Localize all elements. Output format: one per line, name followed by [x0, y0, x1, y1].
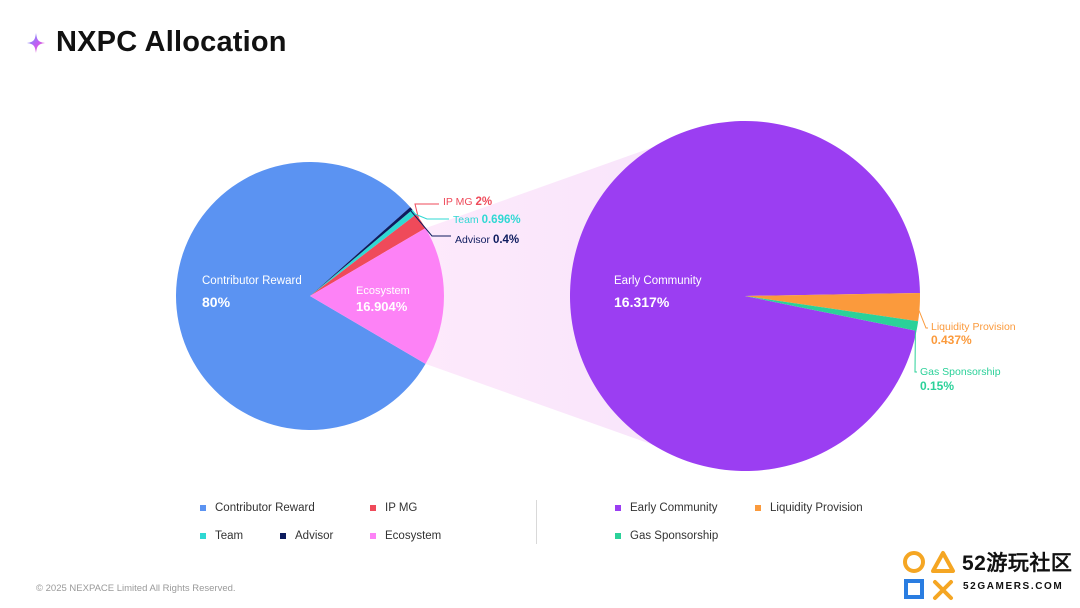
slice-value-early-community: 16.317%	[614, 294, 670, 310]
slice-label-early-community: Early Community	[614, 275, 702, 287]
legend-swatch	[370, 533, 376, 539]
legend-label: Ecosystem	[385, 530, 442, 542]
legend-swatch	[200, 533, 206, 539]
callout-value-gas-sponsorship: 0.15%	[920, 379, 954, 393]
pie-slice-contributor-reward	[175, 161, 426, 430]
callout-value-liquidity-provision: 0.437%	[931, 333, 972, 347]
slice-label-ecosystem: Ecosystem	[356, 285, 410, 297]
legend-label: Contributor Reward	[215, 502, 315, 514]
page-title: NXPC Allocation	[56, 26, 287, 58]
callout-value-team: 0.696%	[482, 214, 521, 226]
slice-value-ecosystem: 16.904%	[356, 299, 408, 314]
callout-label-liquidity-provision: Liquidity Provision	[931, 321, 1016, 333]
callout-label-team: Team	[453, 214, 482, 226]
pie-slice-ip-mg	[310, 214, 426, 296]
pie-slice-early-community	[569, 121, 920, 472]
leader-line-advisor	[409, 209, 451, 237]
legend-label: Gas Sponsorship	[630, 530, 719, 542]
pie-chart-allocation	[175, 161, 444, 430]
leader-line-gas-sponsorship	[914, 325, 917, 373]
legend-swatch	[370, 505, 376, 511]
leader-line-liquidity-provision	[917, 306, 928, 329]
pie-slice-ecosystem	[310, 228, 444, 364]
watermark-brand: 52游玩社区	[962, 552, 1073, 575]
pie-slice-gas-sponsorship	[745, 296, 919, 331]
pie-chart-ecosystem-breakdown	[569, 121, 920, 472]
pie-slice-advisor	[310, 207, 413, 296]
callout-value-advisor: 0.4%	[493, 234, 519, 246]
legend-swatch	[200, 505, 206, 511]
callout-label-advisor: Advisor	[455, 234, 493, 246]
callout-value-ip-mg: 2%	[475, 196, 492, 208]
sparkle-icon	[27, 32, 45, 53]
pie-slice-liquidity-provision	[745, 292, 920, 322]
title-bar: NXPC Allocation	[26, 26, 287, 59]
legend-label: IP MG	[385, 502, 418, 514]
callout-ip-mg: IP MG 2%	[443, 196, 492, 208]
callout-team: Team 0.696%	[453, 214, 521, 226]
legend-divider	[536, 500, 537, 544]
legend-item-team: Team	[200, 530, 243, 542]
pie-slice-team	[310, 209, 417, 296]
leader-line-ip-mg	[414, 203, 439, 223]
copyright-footer: © 2025 NEXPACE Limited All Rights Reserv…	[36, 583, 236, 594]
legend-item-liquidity-provision: Liquidity Provision	[755, 502, 863, 514]
callout-advisor: Advisor 0.4%	[455, 234, 519, 246]
legend-item-ecosystem: Ecosystem	[370, 530, 441, 542]
legend-item-ip-mg: IP MG	[370, 502, 417, 514]
watermark: 52游玩社区 52GAMERS.COM	[900, 547, 1075, 605]
legend-swatch	[280, 533, 286, 539]
legend-label: Advisor	[295, 530, 334, 542]
legend-swatch	[755, 505, 761, 511]
legend-swatch	[615, 533, 621, 539]
legend-item-advisor: Advisor	[280, 530, 333, 542]
slice-value-contributor-reward: 80%	[202, 294, 231, 310]
legend-item-early-community: Early Community	[615, 502, 718, 514]
leader-line-team	[412, 212, 449, 220]
legend-swatch	[615, 505, 621, 511]
callout-label-gas-sponsorship: Gas Sponsorship	[920, 366, 1001, 378]
callout-label-ip-mg: IP MG	[443, 196, 475, 208]
legend-label: Liquidity Provision	[770, 502, 863, 514]
legend-label: Team	[215, 530, 244, 542]
gamepad-symbols-icon	[903, 551, 955, 600]
legend-item-gas-sponsorship: Gas Sponsorship	[615, 530, 718, 542]
legend-item-contributor-reward: Contributor Reward	[200, 502, 315, 514]
legend-label: Early Community	[630, 502, 718, 514]
slice-label-contributor-reward: Contributor Reward	[202, 275, 302, 287]
watermark-domain: 52GAMERS.COM	[963, 581, 1064, 592]
